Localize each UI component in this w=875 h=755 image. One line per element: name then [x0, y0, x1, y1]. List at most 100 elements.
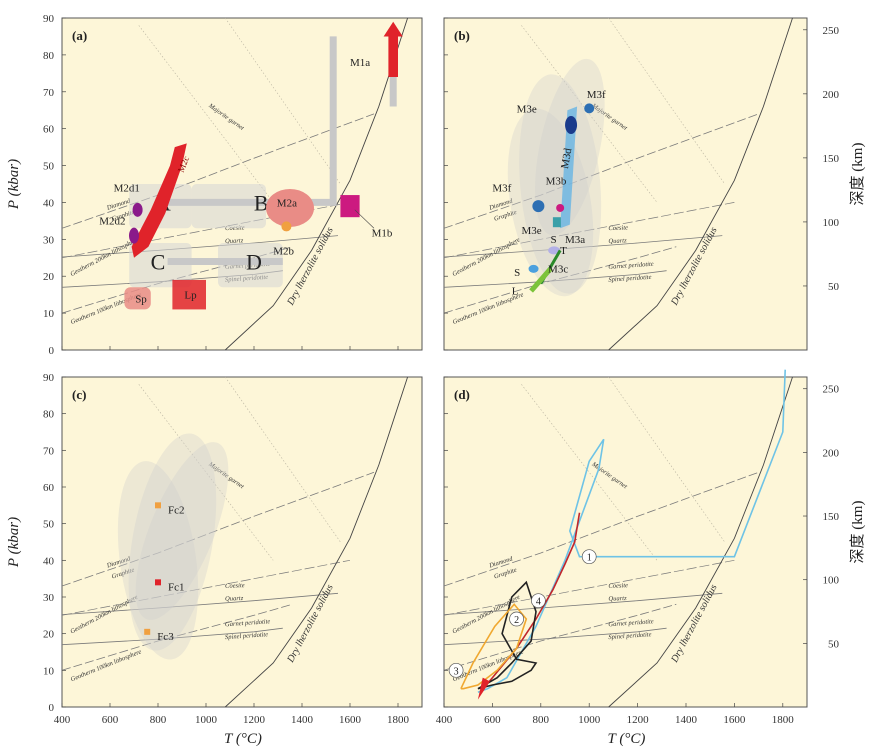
x-tick-label: 1800	[772, 714, 795, 726]
uncertainty-ellipse	[519, 74, 602, 294]
m1b-leader	[354, 209, 375, 229]
path-tag-circle	[509, 611, 524, 627]
label-m3f2: M3f	[587, 89, 606, 101]
y-tick-label: 90	[43, 13, 55, 25]
field-box-D	[218, 243, 283, 288]
geotherm-100km-curve	[443, 603, 677, 671]
geotherm-100km-curve	[61, 603, 293, 671]
y-tick-label: 60	[43, 124, 55, 136]
geotherm-200km-curve	[443, 471, 759, 587]
spinel-peridotite-label: Spinel peridotite	[225, 631, 269, 641]
panel-label: (b)	[454, 28, 470, 43]
diamond-graphite-curve	[443, 559, 735, 616]
x-tick-label: 1200	[243, 714, 266, 726]
path-tag-label: 2	[514, 615, 519, 626]
label-sp: Sp	[135, 293, 147, 305]
y-tick-label: 30	[43, 592, 55, 604]
label-sc2: S	[550, 234, 556, 246]
depth-tick-label: 100	[823, 575, 840, 587]
coesite-label: Coesite	[608, 224, 628, 232]
depth-tick-label: 250	[823, 384, 840, 396]
label-m2b: M2b	[273, 245, 294, 257]
marker-fc3	[144, 628, 151, 635]
m2d1-marker	[132, 202, 143, 217]
coesite-quartz-curve	[443, 235, 723, 258]
label-fc1: Fc1	[168, 581, 185, 593]
sc1-marker	[528, 264, 539, 273]
panel-a: Majorite garnetDiamondGraphiteCoesiteQua…	[43, 13, 423, 357]
panel-c: Majorite garnetDiamondGraphiteCoesiteQua…	[43, 372, 423, 714]
panel-label: (d)	[454, 387, 470, 402]
x-tick-label: 600	[102, 714, 119, 726]
m3e1-marker	[565, 115, 578, 134]
m3d-marker	[560, 106, 578, 229]
quartz-label: Quartz	[225, 595, 244, 603]
label-m3e2: M3e	[521, 225, 541, 237]
majorite-dotted-line-2	[608, 17, 725, 185]
x-tick-label: 800	[150, 714, 167, 726]
depth-tick-label: 100	[823, 217, 840, 229]
quartz-label: Quartz	[225, 237, 244, 245]
label-m2d1: M2d1	[114, 182, 140, 194]
path-tag-label: 3	[454, 666, 459, 677]
depth-tick-label: 50	[828, 281, 840, 293]
x-tick-label: 1400	[675, 714, 698, 726]
depth-tick-label: 200	[823, 447, 840, 459]
label-m3d: M3d	[559, 147, 575, 170]
label-m3a: M3a	[565, 234, 585, 246]
label-fc2: Fc2	[168, 504, 185, 516]
x-axis-title: T (°C)	[224, 731, 262, 747]
sp-marker	[124, 287, 151, 310]
label-lc: L	[512, 286, 519, 298]
dry-lherzolite-solidus-curve	[608, 376, 793, 708]
sc2-marker	[548, 246, 561, 255]
garnet-peridotite-label: Garnet peridotite	[608, 261, 654, 271]
label-tc: T	[560, 245, 567, 257]
spinel-peridotite-label: Spinel peridotite	[608, 631, 652, 641]
m1a-red-arrow	[383, 21, 403, 78]
label-m1a: M1a	[350, 57, 370, 69]
geotherm-200km-curve	[61, 471, 375, 587]
y-tick-label: 60	[43, 482, 55, 494]
label-lp: Lp	[184, 290, 197, 302]
m3e2-marker	[552, 217, 561, 228]
depth-tick-label: 250	[823, 25, 840, 37]
m3c-marker	[529, 267, 553, 293]
geotherm-200km-curve	[443, 113, 759, 229]
label-m2a: M2a	[277, 197, 297, 209]
y-tick-label: 50	[43, 161, 55, 173]
coesite-label: Coesite	[225, 224, 245, 232]
garnet-spinel-curve	[443, 270, 667, 288]
marker-fc2	[155, 502, 161, 509]
majorite-dotted-line-2	[608, 376, 725, 543]
x-tick-label: 1400	[291, 714, 314, 726]
m2a-marker	[266, 188, 314, 227]
field-label-B: B	[254, 190, 269, 215]
path-series-1	[477, 369, 786, 694]
label-m1b: M1b	[372, 227, 393, 239]
panel-b: Majorite garnetDiamondGraphiteCoesiteQua…	[443, 17, 840, 351]
field-label-D: D	[246, 249, 262, 274]
label-m2d2: M2d2	[99, 216, 125, 228]
garnet-spinel-curve	[61, 627, 283, 646]
x-axis-title: T (°C)	[608, 731, 646, 747]
x-tick-label: 1200	[627, 714, 650, 726]
y-axis-title: P (kbar)	[6, 517, 22, 568]
majorite-dotted-line-2	[224, 17, 341, 185]
m1b-marker	[340, 195, 360, 218]
uncertainty-ellipse	[135, 442, 229, 620]
y-tick-label: 10	[43, 308, 55, 320]
field-label-C: C	[151, 249, 166, 274]
x-tick-label: 400	[436, 714, 453, 726]
m2d2-marker	[129, 227, 139, 244]
m3f2-marker	[584, 103, 595, 114]
y-tick-label: 0	[49, 345, 55, 357]
m3b-marker	[556, 203, 565, 212]
x-tick-label: 800	[533, 714, 550, 726]
geotherm-100km-curve	[443, 246, 677, 314]
path-tag-circle	[581, 549, 597, 565]
geotherm-200km-curve	[61, 113, 375, 229]
y-tick-label: 30	[43, 234, 55, 246]
y-tick-label: 10	[43, 665, 55, 677]
